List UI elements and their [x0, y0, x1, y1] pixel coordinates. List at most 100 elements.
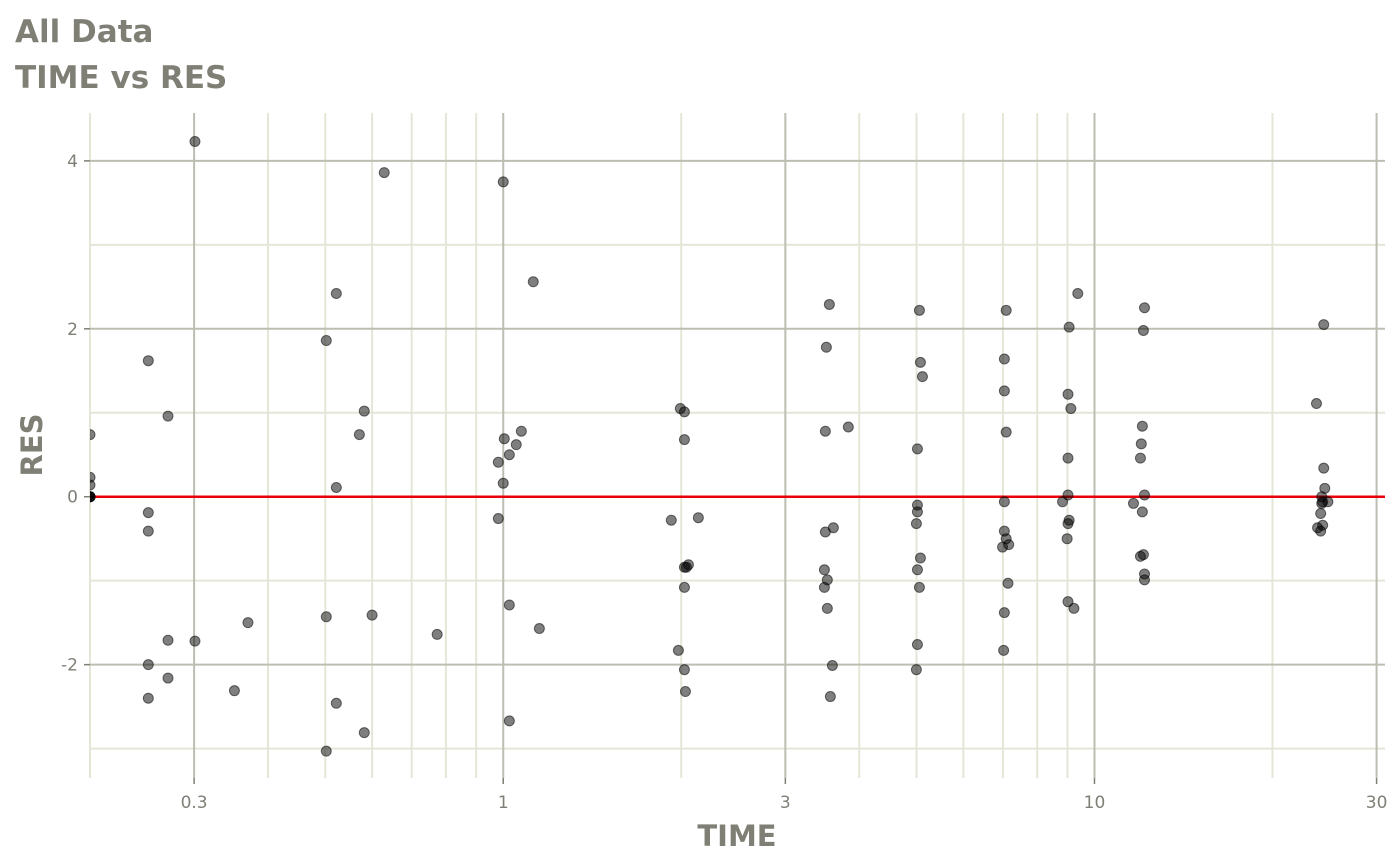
data-point — [142, 355, 154, 367]
data-point — [1134, 452, 1146, 464]
data-point — [818, 564, 830, 576]
data-point — [90, 429, 96, 441]
data-point — [678, 434, 690, 446]
data-point — [189, 635, 201, 647]
data-point — [1138, 489, 1150, 501]
grid — [89, 113, 1385, 778]
data-point — [913, 304, 925, 316]
data-point — [503, 449, 515, 461]
data-point — [492, 513, 504, 525]
data-point — [910, 518, 922, 530]
data-point — [998, 353, 1010, 365]
data-point — [510, 439, 522, 451]
data-point — [1063, 321, 1075, 333]
data-point — [1061, 533, 1073, 545]
data-point — [821, 602, 833, 614]
y-tick-label: -2 — [61, 656, 78, 676]
y-tick-label: 4 — [67, 152, 78, 172]
data-point — [189, 136, 201, 148]
x-tick-label: 1 — [498, 793, 509, 813]
data-point — [1322, 496, 1334, 508]
data-point — [911, 638, 923, 650]
data-point — [678, 406, 690, 418]
data-point — [228, 685, 240, 697]
data-point — [533, 623, 545, 635]
data-point — [665, 514, 677, 526]
data-point — [827, 522, 839, 534]
data-point — [1318, 462, 1330, 474]
data-point — [1310, 398, 1322, 410]
data-point — [1137, 324, 1149, 336]
data-point — [1000, 304, 1012, 316]
data-point — [998, 385, 1010, 397]
data-point — [497, 477, 509, 489]
x-tick-label: 30 — [1366, 793, 1388, 813]
data-point — [998, 607, 1010, 619]
data-point — [1000, 426, 1012, 438]
data-point — [353, 429, 365, 441]
data-point — [320, 335, 332, 347]
data-point — [678, 664, 690, 676]
data-point — [998, 644, 1010, 656]
data-point — [1318, 319, 1330, 331]
data-point — [142, 507, 154, 519]
data-point — [162, 410, 174, 422]
y-axis-label: RES — [15, 413, 49, 476]
data-point — [1068, 602, 1080, 614]
data-point — [1136, 506, 1148, 518]
x-tick-label: 10 — [1084, 793, 1106, 813]
data-point — [497, 176, 509, 188]
data-point — [1138, 574, 1150, 586]
data-point — [330, 288, 342, 300]
data-point — [515, 425, 527, 437]
data-point — [366, 609, 378, 621]
data-point — [242, 617, 254, 629]
data-point — [911, 506, 923, 518]
data-point — [1138, 302, 1150, 314]
data-point — [1136, 420, 1148, 432]
data-point — [358, 727, 370, 739]
data-point — [358, 405, 370, 417]
data-point — [820, 341, 832, 353]
data-point — [498, 433, 510, 445]
data-point — [503, 715, 515, 727]
data-point — [826, 659, 838, 671]
data-point — [682, 559, 694, 571]
data-point — [330, 697, 342, 709]
data-point — [679, 686, 691, 698]
data-point — [998, 496, 1010, 508]
data-point — [1062, 388, 1074, 400]
data-point — [162, 634, 174, 646]
data-point — [916, 371, 928, 383]
data-point — [819, 425, 831, 437]
data-points — [90, 136, 1334, 757]
data-point — [142, 525, 154, 537]
data-point — [914, 356, 926, 368]
data-point — [1003, 539, 1015, 551]
axis-ticks: 0.3 1 3 10 30 -2 0 2 4 — [61, 152, 1387, 813]
chart-title: All Data — [15, 14, 154, 50]
data-point — [823, 298, 835, 310]
data-point — [330, 481, 342, 493]
data-point — [672, 644, 684, 656]
data-point — [90, 491, 96, 503]
y-tick-label: 2 — [67, 320, 78, 340]
data-point — [914, 552, 926, 564]
data-point — [910, 664, 922, 676]
data-point — [320, 611, 332, 623]
x-tick-label: 0.3 — [181, 793, 208, 813]
data-point — [911, 564, 923, 576]
data-point — [1315, 525, 1327, 537]
data-point — [142, 659, 154, 671]
data-point — [1072, 288, 1084, 300]
data-point — [527, 276, 539, 288]
data-point — [503, 599, 515, 611]
data-point — [913, 581, 925, 593]
data-point — [378, 167, 390, 179]
data-point — [1057, 496, 1069, 508]
data-point — [678, 581, 690, 593]
data-point — [824, 691, 836, 703]
data-point — [1062, 518, 1074, 530]
data-point — [1135, 438, 1147, 450]
